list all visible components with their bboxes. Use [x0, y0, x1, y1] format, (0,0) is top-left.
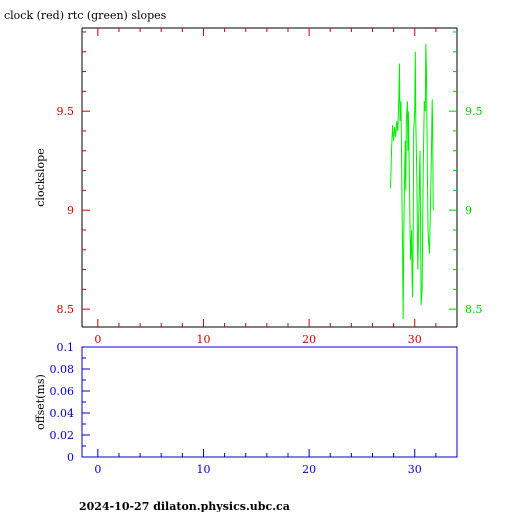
x-tick-label: 20 — [302, 333, 316, 346]
y-tick-label-left: 0 — [67, 451, 74, 464]
y-tick-label-left: 9.5 — [57, 105, 75, 118]
chart-title: clock (red) rtc (green) slopes — [4, 9, 167, 22]
y-tick-label-right: 9.5 — [465, 105, 483, 118]
y-tick-label-left: 0.1 — [57, 341, 75, 354]
y-tick-label-right: 8.5 — [465, 303, 483, 316]
x-tick-label: 20 — [302, 463, 316, 476]
x-tick-label: 10 — [196, 463, 210, 476]
y-tick-label-left: 0.08 — [50, 363, 75, 376]
y-tick-label-left: 9 — [67, 204, 74, 217]
y-tick-label-left: 0.02 — [50, 429, 75, 442]
x-tick-label: 30 — [408, 333, 422, 346]
bottom-panel-frame — [81, 346, 458, 458]
y-axis-title: clockslope — [34, 148, 47, 206]
y-tick-label-left: 0.04 — [50, 407, 75, 420]
footer-label: 2024-10-27 dilaton.physics.ubc.ca — [79, 500, 290, 512]
x-tick-label: 30 — [408, 463, 422, 476]
y-tick-label-left: 0.06 — [50, 385, 75, 398]
y-axis-title: offset(ms) — [34, 374, 47, 430]
x-tick-label: 0 — [94, 333, 101, 346]
y-tick-label-left: 8.5 — [57, 303, 75, 316]
series-line-0 — [390, 43, 434, 320]
x-tick-label: 0 — [94, 463, 101, 476]
y-tick-label-right: 9 — [465, 204, 472, 217]
x-tick-label: 10 — [196, 333, 210, 346]
